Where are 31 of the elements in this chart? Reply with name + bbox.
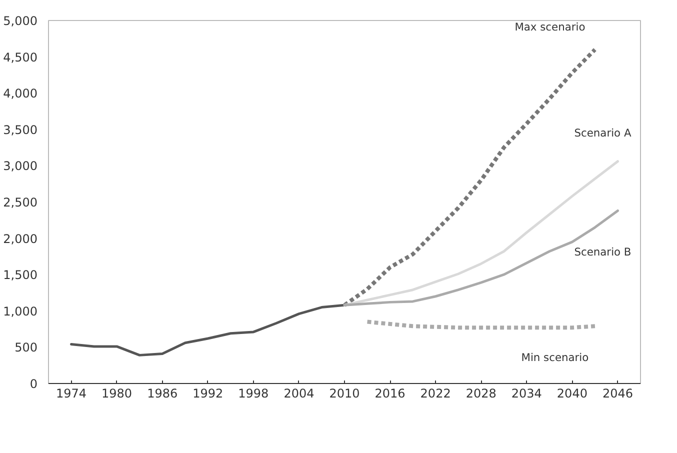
y-tick-label: 2,500 (3, 196, 38, 210)
x-tick-label: 2022 (420, 386, 451, 400)
x-tick-label: 2040 (556, 386, 588, 400)
line-series (343, 209, 619, 306)
x-tick-label: 1974 (56, 386, 87, 400)
x-tick-label: 1980 (102, 386, 132, 400)
x-tick-label: 2046 (602, 386, 634, 400)
x-tick-label: 2034 (511, 386, 542, 400)
x-tick-label: 1992 (192, 386, 224, 400)
series-label: Scenario B (574, 246, 632, 259)
y-tick-label: 2,000 (3, 232, 38, 246)
y-tick-label: 3,000 (3, 159, 38, 174)
x-tick-label: 2016 (374, 386, 406, 400)
text: Min scenario (521, 351, 589, 364)
x-tick-label: 1998 (238, 386, 269, 400)
y-tick-label: 3,500 (3, 122, 38, 137)
line-series (343, 160, 619, 306)
line-series (70, 304, 346, 356)
y-tick-label: 4,500 (3, 50, 38, 64)
x-tick-label: 2004 (284, 386, 314, 400)
x-tick-label: 2028 (466, 386, 496, 400)
y-tick-label: 1,000 (3, 304, 38, 318)
y-tick-label: 1,500 (3, 268, 38, 282)
y-tick-label: 0 (30, 377, 38, 391)
text: Scenario A (574, 126, 632, 140)
series-label: Max scenario (514, 20, 586, 34)
y-tick-label: 5,000 (3, 14, 38, 28)
x-tick-label: 1986 (147, 386, 178, 400)
y-tick-label: 4,000 (3, 86, 38, 101)
y-tick-label: 500 (14, 340, 38, 355)
x-tick-label: 2010 (329, 386, 360, 400)
